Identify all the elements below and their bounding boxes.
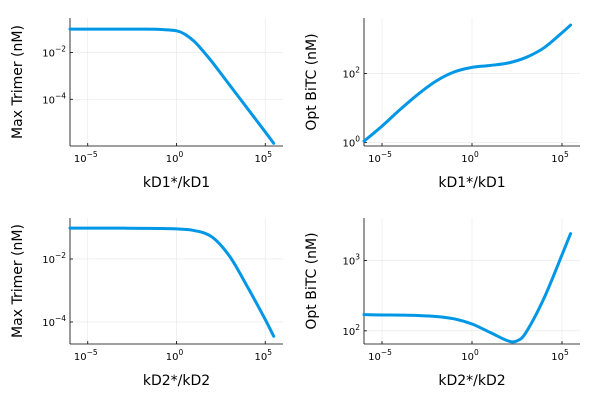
y-tick-label: 100 (342, 135, 360, 150)
tick-base: 10 (368, 352, 381, 363)
x-tick-label: 105 (551, 150, 569, 165)
tick-base: 10 (74, 154, 87, 165)
tick-exponent: 5 (267, 348, 272, 357)
tick-base: 10 (42, 95, 55, 106)
x-tick-label: 10−5 (368, 348, 392, 363)
tick-base: 10 (368, 154, 381, 165)
tick-base: 10 (166, 154, 179, 165)
x-axis-label: kD1*/kD1 (143, 175, 210, 191)
x-tick-label: 10−5 (74, 348, 98, 363)
tick-base: 10 (342, 256, 355, 267)
tick-exponent: 0 (474, 150, 479, 159)
x-axis-label: kD1*/kD1 (438, 175, 505, 191)
y-tick-label: 102 (342, 323, 360, 338)
y-axis-label: Opt BiTC (nM) (304, 232, 320, 329)
x-tick-label: 100 (166, 348, 184, 363)
tick-base: 10 (254, 352, 267, 363)
x-tick-label: 100 (461, 348, 479, 363)
tick-exponent: −4 (55, 91, 66, 100)
tick-base: 10 (461, 154, 474, 165)
tick-exponent: −2 (55, 251, 66, 260)
series-line (68, 226, 276, 338)
tick-base: 10 (342, 69, 355, 80)
tick-exponent: −4 (55, 314, 66, 323)
tick-exponent: −2 (55, 45, 66, 54)
tick-exponent: 0 (355, 135, 360, 144)
x-tick-label: 10−5 (74, 150, 98, 165)
x-tick-label: 100 (166, 150, 184, 165)
x-tick-label: 105 (551, 348, 569, 363)
y-tick-label: 102 (342, 65, 360, 80)
tick-exponent: 2 (355, 323, 360, 332)
y-axis-label: Opt BiTC (nM) (304, 33, 320, 130)
x-axis-label: kD2*/kD2 (438, 373, 505, 389)
y-tick-label: 10−2 (42, 251, 66, 266)
x-axis-label: kD2*/kD2 (143, 373, 210, 389)
tick-base: 10 (42, 255, 55, 266)
tick-base: 10 (74, 352, 87, 363)
y-tick-label: 10−4 (42, 314, 66, 329)
y-tick-label: 103 (342, 252, 360, 267)
tick-exponent: 3 (355, 252, 360, 261)
tick-exponent: 2 (355, 65, 360, 74)
tick-exponent: 0 (178, 150, 183, 159)
y-tick-label: 10−2 (42, 45, 66, 60)
tick-exponent: −5 (87, 348, 98, 357)
tick-exponent: 5 (564, 150, 569, 159)
tick-base: 10 (551, 352, 564, 363)
tick-exponent: −5 (381, 150, 392, 159)
series-line (362, 23, 573, 143)
tick-exponent: −5 (381, 348, 392, 357)
tick-base: 10 (551, 154, 564, 165)
tick-exponent: 0 (474, 348, 479, 357)
tick-base: 10 (42, 318, 55, 329)
tick-exponent: 5 (564, 348, 569, 357)
x-tick-label: 100 (461, 150, 479, 165)
series-line (362, 232, 573, 344)
x-tick-label: 105 (254, 348, 272, 363)
x-tick-label: 10−5 (368, 150, 392, 165)
y-axis-label: Max Trimer (nM) (10, 224, 26, 338)
tick-base: 10 (342, 327, 355, 338)
tick-base: 10 (42, 49, 55, 60)
y-tick-label: 10−4 (42, 91, 66, 106)
series-line (68, 27, 276, 145)
tick-exponent: −5 (87, 150, 98, 159)
tick-base: 10 (254, 154, 267, 165)
tick-base: 10 (166, 352, 179, 363)
tick-base: 10 (461, 352, 474, 363)
tick-base: 10 (342, 139, 355, 150)
tick-exponent: 5 (267, 150, 272, 159)
tick-exponent: 0 (178, 348, 183, 357)
y-axis-label: Max Trimer (nM) (10, 25, 26, 139)
x-tick-label: 105 (254, 150, 272, 165)
